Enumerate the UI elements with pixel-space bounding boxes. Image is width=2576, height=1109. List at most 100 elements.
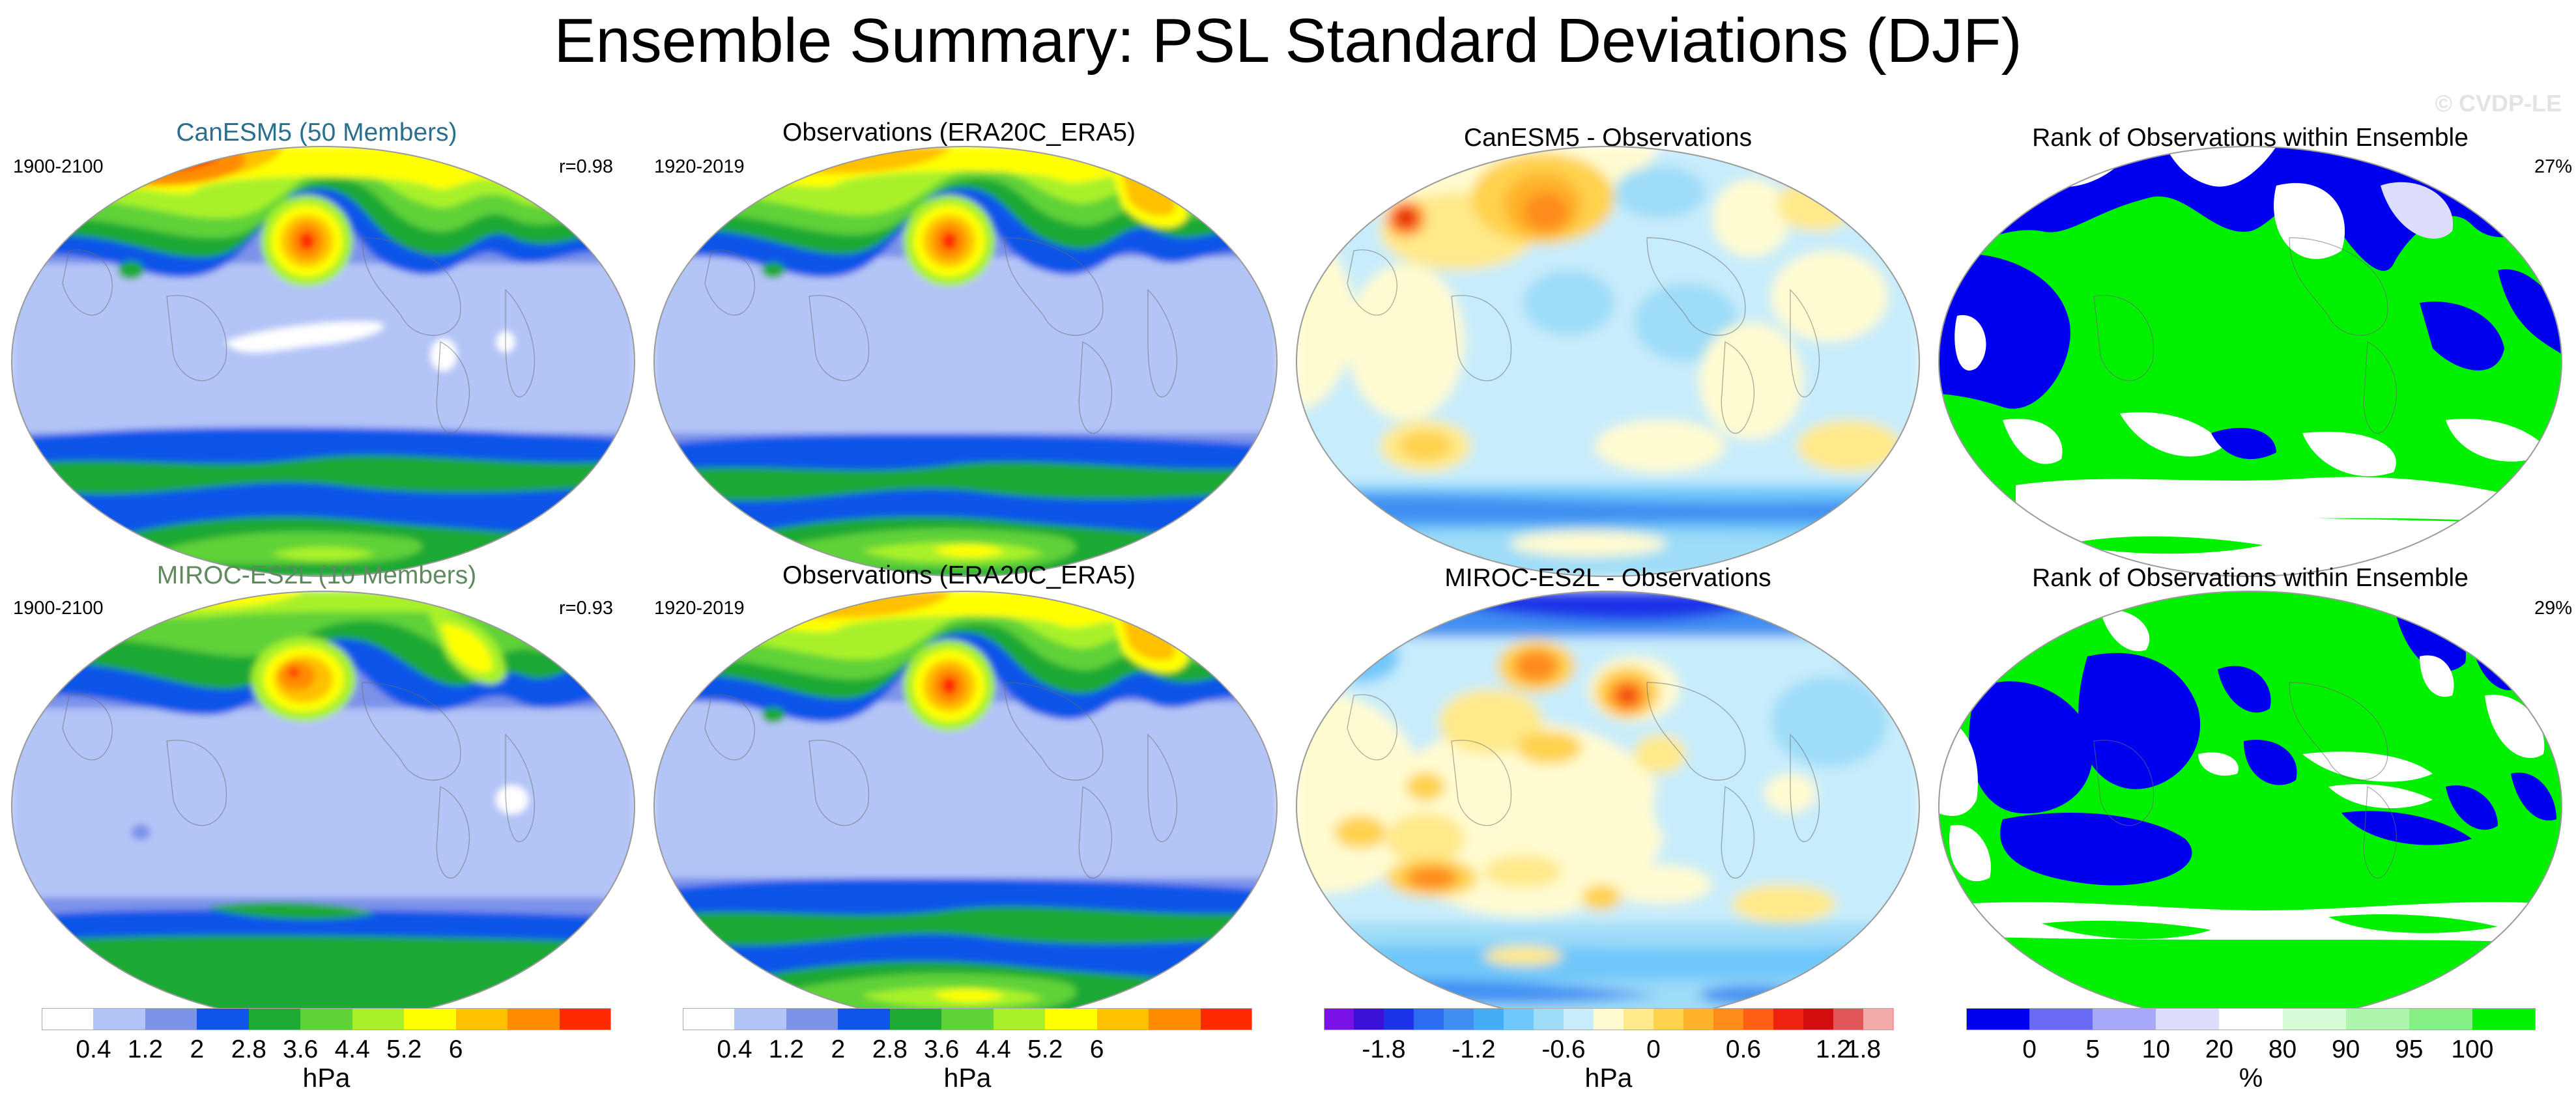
map-rank	[1938, 591, 2562, 1022]
years-label: 1900-2100	[13, 156, 104, 177]
colorbar-box	[2219, 1008, 2283, 1030]
panel-title-obs-row1: Observations (ERA20C_ERA5)	[782, 119, 1136, 147]
colorbar-box	[2282, 1008, 2347, 1030]
colorbar-box	[2409, 1008, 2473, 1030]
colorbar-tick-label: 1.2	[768, 1035, 805, 1063]
panel-title-obs-row2: Observations (ERA20C_ERA5)	[782, 561, 1136, 589]
colorbar-box	[508, 1008, 560, 1030]
colorbar-rank: 0 5 10 20 80 90 95 100	[1966, 1008, 2536, 1063]
colorbar-tick-label: 2	[190, 1035, 205, 1063]
colorbar-box	[1149, 1008, 1201, 1030]
colorbar-unit: hPa	[943, 1063, 992, 1093]
colorbar-tick-label: 100	[2451, 1035, 2494, 1063]
colorbar-box	[93, 1008, 146, 1030]
colorbar-tick-label: 0.4	[717, 1035, 752, 1063]
colorbar-box	[1863, 1008, 1894, 1030]
colorbar-box	[1683, 1008, 1714, 1030]
colorbar-box	[2156, 1008, 2220, 1030]
colorbar-box	[838, 1008, 891, 1030]
colorbar-tick-label: 4.4	[975, 1035, 1011, 1063]
colorbar-unit: %	[2239, 1063, 2263, 1093]
colorbar-unit: hPa	[302, 1063, 351, 1093]
colorbar-box	[1444, 1008, 1474, 1030]
colorbar-box	[1474, 1008, 1504, 1030]
colorbar-tick-label: 3.6	[924, 1035, 960, 1063]
colorbar-box	[941, 1008, 994, 1030]
colorbar-sd-2: 0.4 1.2 2 2.8 3.6 4.4 5.2 6	[683, 1008, 1253, 1063]
colorbar-box	[1624, 1008, 1654, 1030]
map-rank	[1938, 146, 2562, 577]
colorbar-tick-label: 0	[1646, 1035, 1661, 1063]
colorbar-tick-label: 5.2	[386, 1035, 422, 1063]
colorbar-tick-label: 90	[2331, 1035, 2360, 1063]
years-label: 1920-2019	[654, 156, 745, 177]
colorbar-frame	[683, 1008, 1252, 1030]
colorbar-tick-label: 1.8	[1845, 1035, 1882, 1063]
correlation-label: r=0.98	[559, 156, 614, 177]
map-observations-sd	[653, 591, 1278, 1022]
colorbar-box	[993, 1008, 1046, 1030]
colorbar-tick-label: 0.6	[1725, 1035, 1762, 1063]
colorbar-box	[352, 1008, 405, 1030]
colorbar-box	[300, 1008, 353, 1030]
colorbar-box	[1384, 1008, 1414, 1030]
colorbar-tick-label: 80	[2268, 1035, 2297, 1063]
colorbar-box	[1773, 1008, 1804, 1030]
colorbar-tick-label: 6	[448, 1035, 463, 1063]
colorbar-tick-label: 5.2	[1027, 1035, 1063, 1063]
colorbar-tick-label: 4.4	[334, 1035, 370, 1063]
colorbar-tick-label: 2	[831, 1035, 846, 1063]
colorbar-box	[1803, 1008, 1834, 1030]
colorbar-box	[2029, 1008, 2093, 1030]
correlation-label: r=0.93	[559, 598, 614, 619]
colorbar-box	[1594, 1008, 1624, 1030]
colorbar-box	[683, 1008, 735, 1030]
colorbar-tick-label: 2.8	[231, 1035, 266, 1063]
colorbar-box	[1504, 1008, 1534, 1030]
colorbar-box	[197, 1008, 250, 1030]
colorbar-unit: hPa	[1584, 1063, 1633, 1093]
colorbar-box	[1833, 1008, 1864, 1030]
years-label: 1920-2019	[654, 598, 745, 619]
colorbar-tick-label: 1.2	[127, 1035, 164, 1063]
colorbar-box	[1414, 1008, 1444, 1030]
colorbar-box	[145, 1008, 197, 1030]
colorbar-box	[2093, 1008, 2156, 1030]
years-label: 1900-2100	[13, 598, 104, 619]
colorbar-box	[2345, 1008, 2410, 1030]
colorbar-box	[1534, 1008, 1564, 1030]
map-canesm5-sd	[11, 146, 635, 577]
map-difference	[1296, 146, 1920, 577]
colorbar-box	[248, 1008, 301, 1030]
colorbar-tick-label: 1.2	[1815, 1035, 1852, 1063]
rank-percent-label: 29%	[2534, 598, 2573, 619]
colorbar-box	[42, 1008, 94, 1030]
figure-title: Ensemble Summary: PSL Standard Deviation…	[554, 6, 2022, 76]
colorbar-frame	[1324, 1008, 1893, 1030]
colorbar-diff: -1.8 -1.2 -0.6 0 0.6 1.2 1.8	[1324, 1008, 1894, 1063]
panel-title-model-row2: MIROC-ES2L (10 Members)	[156, 561, 477, 589]
colorbar-box	[404, 1008, 457, 1030]
colorbar-sd-1: 0.4 1.2 2 2.8 3.6 4.4 5.2 6	[42, 1008, 612, 1063]
colorbar-tick-label: 0	[2022, 1035, 2037, 1063]
panel-title-model-row1: CanESM5 (50 Members)	[176, 119, 457, 147]
map-observations-sd	[653, 146, 1278, 577]
panel-title-diff-row2: MIROC-ES2L - Observations	[1444, 564, 1771, 592]
colorbar-box	[1966, 1008, 2030, 1030]
colorbar-tick-label: 95	[2395, 1035, 2424, 1063]
colorbar-tick-label: 3.6	[283, 1035, 319, 1063]
colorbar-tick-label: 2.8	[872, 1035, 908, 1063]
colorbar-box	[734, 1008, 787, 1030]
colorbar-box	[1200, 1008, 1253, 1030]
colorbar-tick-label: -0.6	[1541, 1035, 1586, 1063]
colorbar-box	[786, 1008, 838, 1030]
map-difference	[1296, 591, 1920, 1022]
colorbar-box	[455, 1008, 508, 1030]
rank-percent-label: 27%	[2534, 156, 2573, 177]
colorbar-box	[1354, 1008, 1384, 1030]
colorbar-box	[1324, 1008, 1354, 1030]
colorbar-frame	[42, 1008, 611, 1030]
colorbar-box	[1653, 1008, 1684, 1030]
colorbar-box	[2472, 1008, 2536, 1030]
colorbar-tick-label: -1.2	[1452, 1035, 1496, 1063]
